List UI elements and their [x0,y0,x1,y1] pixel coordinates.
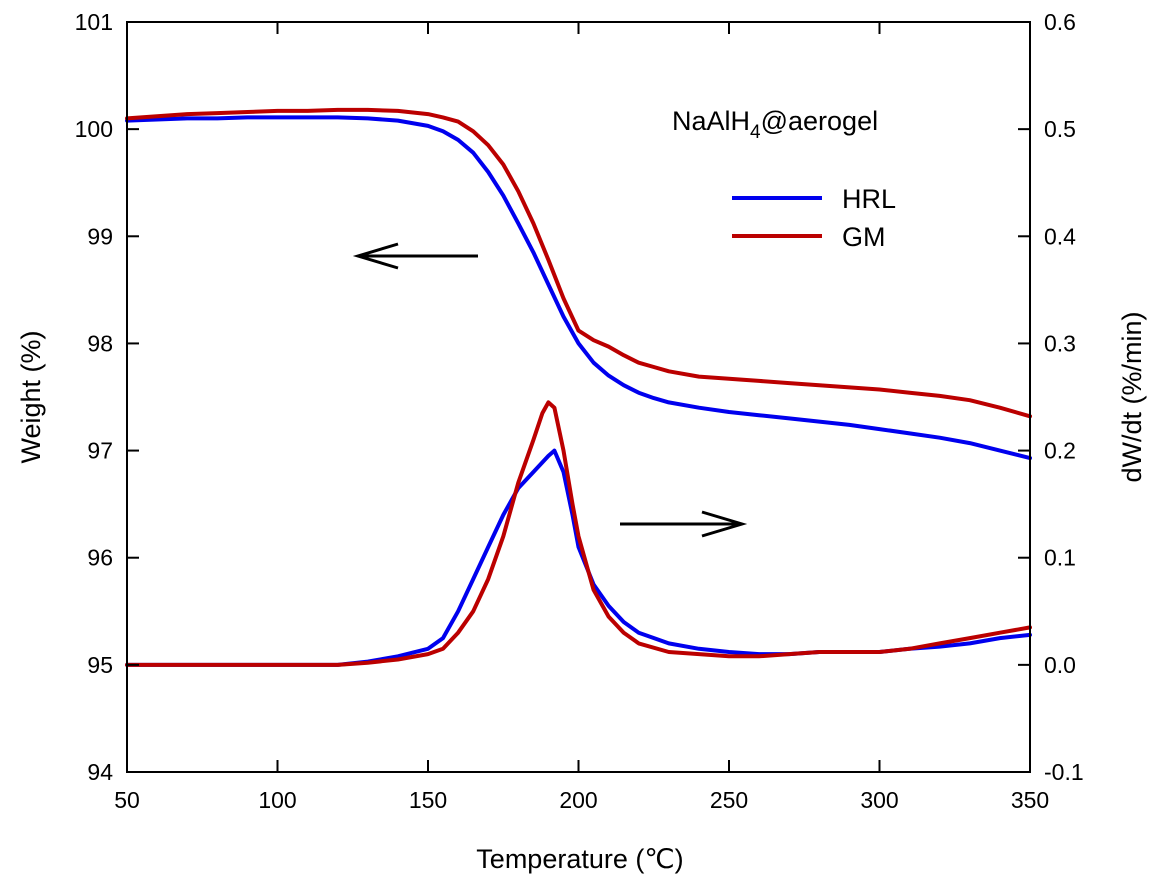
x-tick-label-100: 100 [258,787,296,813]
y2-tick-label-0.3: 0.3 [1044,330,1076,356]
legend-label-gm: GM [842,222,886,252]
annotation-prefix: NaAlH [672,106,750,136]
series-line-hrl-dw-dt [125,448,1032,667]
y2-tick-label-0.5: 0.5 [1044,116,1076,142]
y-tick-label-98: 98 [87,330,113,356]
right-arrow-head [701,510,748,538]
labels-layer: 50 100 150 200 250 300 350 94 95 96 97 98 99 100 101 -0… [75,9,1084,813]
series-layer [125,107,1032,667]
annotation-suffix: @aerogel [761,106,878,136]
y-tick-label-94: 94 [87,759,113,785]
x-axis-title: Temperature (℃) [476,844,683,874]
y-tick-label-100: 100 [75,116,113,142]
y-tick-label-101: 101 [75,9,113,35]
left-arrow [352,242,478,270]
series-line-gm-weight [125,107,1032,419]
y-tick-label-99: 99 [87,223,113,249]
plot-frame [126,21,1031,773]
y-tick-label-97: 97 [87,438,113,464]
sample-annotation: NaAlH4@aerogel [672,106,878,143]
y2-tick-label-0.0: 0.0 [1044,652,1076,678]
right-arrow [620,510,748,538]
left-arrow-head [352,242,399,270]
x-tick-label-250: 250 [710,787,748,813]
y2-tick-label-0.1: 0.1 [1044,545,1076,571]
annotation-subscript: 4 [750,122,761,143]
y2-tick-label-0.6: 0.6 [1044,9,1076,35]
y2-tick-label-0.2: 0.2 [1044,438,1076,464]
y2-tick-label-0.4: 0.4 [1044,223,1076,249]
legend: HRL GM [732,184,896,252]
legend-label-hrl: HRL [842,184,896,214]
x-tick-label-150: 150 [409,787,447,813]
series-line-hrl-weight [125,115,1032,461]
axes-layer [126,21,1031,773]
series-line-gm-dw-dt [125,400,1032,667]
y-tick-label-96: 96 [87,545,113,571]
y2-axis-title: dW/dt (%/min) [1117,311,1147,482]
x-tick-label-50: 50 [114,787,140,813]
y-tick-label-95: 95 [87,652,113,678]
y2-tick-label--0.1: -0.1 [1044,759,1084,785]
x-tick-label-350: 350 [1011,787,1049,813]
x-tick-label-300: 300 [860,787,898,813]
x-tick-label-200: 200 [559,787,597,813]
y-axis-title: Weight (%) [16,330,46,463]
